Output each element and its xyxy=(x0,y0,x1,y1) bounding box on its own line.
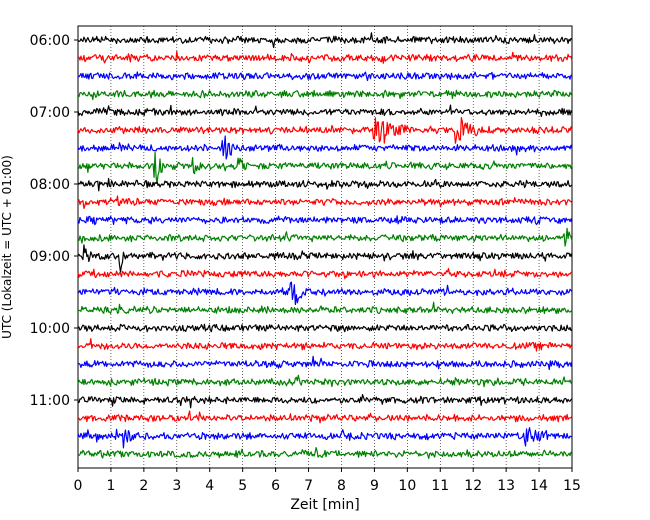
y-tick-label: 11:00 xyxy=(30,393,70,409)
y-axis: 06:00 07:00 08:00 09:00 10:00 11:00 xyxy=(30,33,78,409)
x-tick-label: 3 xyxy=(172,478,181,494)
trace-line xyxy=(77,135,573,160)
x-tick-label: 10 xyxy=(398,478,416,494)
x-tick-label: 7 xyxy=(304,478,313,494)
x-tick-label: 5 xyxy=(238,478,247,494)
trace-line xyxy=(77,117,573,144)
trace-line xyxy=(77,427,573,449)
trace-line xyxy=(77,323,573,333)
traces xyxy=(77,32,573,460)
x-axis-label: Zeit [min] xyxy=(290,497,359,513)
trace-line xyxy=(77,151,573,184)
x-tick-label: 15 xyxy=(563,478,581,494)
trace-line xyxy=(77,374,573,388)
trace-line xyxy=(77,215,573,226)
x-tick-label: 14 xyxy=(530,478,548,494)
plot-frame xyxy=(77,25,573,469)
x-tick-label: 11 xyxy=(431,478,449,494)
trace-line xyxy=(77,104,573,118)
trace-line xyxy=(77,355,573,371)
trace-line xyxy=(77,410,573,424)
x-tick-label: 1 xyxy=(106,478,115,494)
x-tick-label: 6 xyxy=(271,478,280,494)
x-tick-label: 13 xyxy=(497,478,515,494)
trace-line xyxy=(77,447,573,460)
x-tick-label: 0 xyxy=(74,478,83,494)
trace-line xyxy=(77,89,573,101)
trace-line xyxy=(77,195,573,210)
trace-line xyxy=(77,177,573,192)
trace-line xyxy=(77,32,573,49)
x-tick-label: 12 xyxy=(464,478,482,494)
x-tick-label: 2 xyxy=(139,478,148,494)
trace-line xyxy=(77,338,573,352)
trace-line xyxy=(77,267,573,280)
trace-line xyxy=(77,50,573,64)
trace-line xyxy=(77,244,573,273)
trace-line xyxy=(77,227,573,247)
y-tick-label: 10:00 xyxy=(30,321,70,337)
y-tick-label: 06:00 xyxy=(30,33,70,49)
x-tick-label: 8 xyxy=(337,478,346,494)
trace-line xyxy=(77,394,573,409)
y-tick-label: 08:00 xyxy=(30,177,70,193)
x-tick-label: 4 xyxy=(205,478,214,494)
trace-line xyxy=(77,301,573,315)
trace-line xyxy=(77,281,573,306)
trace-line xyxy=(77,71,573,82)
y-axis-label: UTC (Lokalzeit = UTC + 01:00) xyxy=(0,155,14,339)
y-tick-label: 09:00 xyxy=(30,249,70,265)
x-tick-label: 9 xyxy=(370,478,379,494)
x-axis: 0 1 2 3 4 5 6 7 8 9 10 11 12 13 14 15 xyxy=(74,468,581,494)
y-tick-label: 07:00 xyxy=(30,105,70,121)
